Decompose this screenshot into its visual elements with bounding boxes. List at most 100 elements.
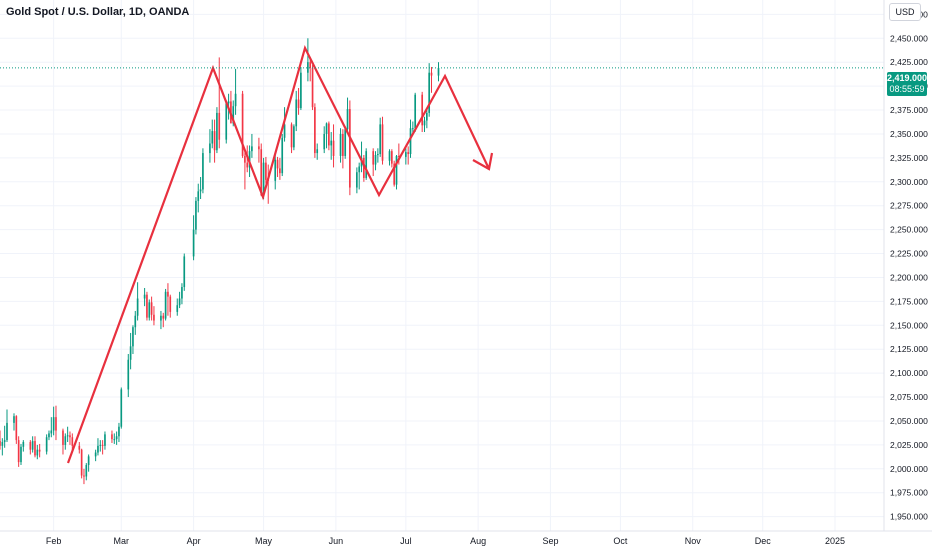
candle-body [164, 291, 167, 319]
candle-body [246, 162, 249, 168]
candle-body [160, 315, 162, 321]
candle-body [31, 441, 34, 450]
price-tick-label: 2,375.000 [890, 105, 928, 115]
time-tick-label: Jul [400, 536, 412, 546]
candle-body [101, 444, 104, 446]
candle-body [398, 155, 400, 157]
candle-body [80, 449, 83, 476]
last-price-label: 2,419.000 08:55:59 [887, 72, 927, 96]
candle-body [115, 436, 118, 440]
candle-body [38, 449, 41, 452]
price-tick-label: 2,075.000 [890, 392, 928, 402]
chart-title: Gold Spot / U.S. Dollar, 1D, OANDA [6, 6, 190, 18]
candle-body [293, 126, 295, 148]
candle-body [162, 315, 165, 319]
price-tick-label: 2,150.000 [890, 320, 928, 330]
candle-body [45, 437, 48, 452]
candle-body [78, 445, 81, 450]
candle-body [346, 109, 349, 130]
candle-body [199, 189, 202, 192]
candle-body [358, 166, 361, 173]
bar-countdown: 08:55:59 [889, 84, 925, 94]
candle-body [437, 67, 440, 76]
candle-body [342, 133, 344, 156]
price-tick-label: 2,350.000 [890, 129, 928, 139]
candle-body [211, 131, 214, 144]
price-tick-label: 2,025.000 [890, 440, 928, 450]
candle-body [3, 440, 6, 443]
candle-body [325, 123, 328, 134]
time-tick-label: May [255, 536, 273, 546]
candle-body [66, 435, 69, 437]
candle-body [55, 417, 57, 431]
price-tick-label: 2,125.000 [890, 344, 928, 354]
candle-body [52, 417, 55, 431]
price-tick-label: 1,975.000 [890, 488, 928, 498]
arrow-head[interactable] [472, 152, 494, 171]
candle-body [262, 162, 265, 196]
candle-body [6, 422, 8, 441]
candle-body [213, 131, 216, 151]
candle-body [330, 140, 333, 146]
candle-body [143, 294, 146, 299]
candle-body [17, 440, 20, 463]
candle-body [393, 163, 396, 185]
candles [0, 38, 440, 485]
candle-body [148, 302, 151, 318]
candle-body [111, 434, 113, 440]
candle-body [176, 305, 179, 312]
time-axis[interactable]: Feb Mar Apr May Jun Jul Aug Sep Oct Nov Dec 2025 [46, 536, 845, 546]
candle-body [248, 151, 251, 168]
candle-body [391, 151, 393, 164]
candle-body [150, 302, 153, 315]
time-tick-label: Dec [755, 536, 772, 546]
candle-body [425, 112, 428, 121]
time-tick-label: 2025 [825, 536, 845, 546]
candle-body [118, 426, 120, 437]
candle-body [328, 123, 330, 146]
price-tick-label: 2,250.000 [890, 225, 928, 235]
time-tick-label: Apr [187, 536, 201, 546]
candle-body [428, 72, 431, 113]
candle-body [104, 434, 106, 446]
time-tick-label: Oct [613, 536, 628, 546]
candle-body [339, 133, 342, 156]
candle-body [48, 433, 50, 438]
candle-body [372, 151, 375, 165]
candle-body [290, 124, 293, 148]
candle-body [349, 109, 351, 188]
last-price-value: 2,419.000 [887, 73, 928, 83]
candle-body [62, 430, 64, 445]
candle-body [183, 256, 186, 288]
candle-body [295, 99, 298, 127]
candle-body [365, 151, 368, 178]
candle-body [94, 452, 97, 457]
candle-body [297, 99, 300, 109]
grid-lines [0, 0, 884, 531]
candle-body [195, 200, 197, 230]
candle-body [407, 152, 410, 155]
candle-body [85, 464, 88, 477]
candle-body [412, 128, 414, 130]
candle-body [127, 359, 130, 390]
candle-body [344, 129, 347, 156]
price-tick-label: 2,100.000 [890, 368, 928, 378]
candle-body [227, 101, 230, 104]
candle-body [414, 94, 417, 129]
candle-body [113, 439, 116, 441]
candle-body [283, 124, 286, 138]
candle-body [430, 72, 433, 76]
currency-button[interactable]: USD [889, 3, 921, 21]
candle-body [120, 389, 123, 427]
candle-body [97, 445, 99, 453]
candle-body [83, 475, 85, 477]
candle-body [421, 94, 424, 126]
candle-body [225, 103, 228, 140]
candle-body [216, 112, 218, 151]
candle-body [332, 140, 335, 156]
candle-body [34, 441, 36, 456]
candle-body [409, 128, 412, 155]
price-tick-label: 2,225.000 [890, 249, 928, 259]
